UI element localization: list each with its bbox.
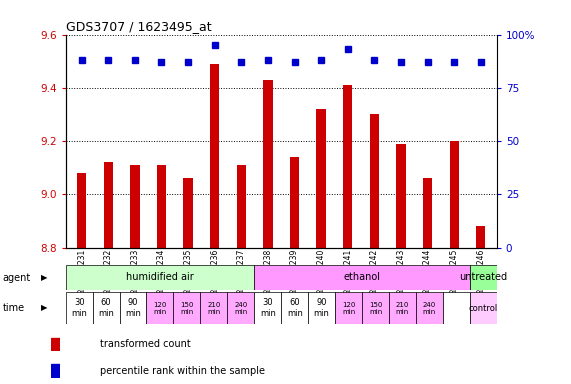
Bar (227, 292, 254, 324)
Bar (343, 85, 352, 248)
Text: humidified air: humidified air (126, 272, 194, 283)
Bar (51, 338, 60, 350)
Bar (308, 292, 335, 324)
Bar (130, 165, 139, 248)
Text: 240
min: 240 min (234, 302, 247, 314)
Bar (183, 179, 193, 248)
Bar (66, 265, 254, 290)
Bar (254, 292, 281, 324)
Bar (77, 173, 86, 248)
Text: 60
min: 60 min (287, 298, 303, 318)
Text: 210
min: 210 min (207, 302, 220, 314)
Bar (281, 292, 308, 324)
Text: ▶: ▶ (41, 273, 47, 282)
Bar (147, 292, 174, 324)
Text: 150
min: 150 min (369, 302, 382, 314)
Text: control: control (469, 304, 498, 313)
Bar (236, 165, 246, 248)
Bar (51, 364, 60, 377)
Bar (416, 292, 443, 324)
Bar (335, 292, 362, 324)
Bar (200, 292, 227, 324)
Bar (423, 179, 432, 248)
Bar (119, 292, 147, 324)
Bar (290, 157, 299, 248)
Text: time: time (3, 303, 25, 313)
Text: 210
min: 210 min (396, 302, 409, 314)
Text: 90
min: 90 min (125, 298, 141, 318)
Text: 120
min: 120 min (342, 302, 355, 314)
Text: untreated: untreated (459, 272, 508, 283)
Bar (174, 292, 200, 324)
Bar (470, 292, 497, 324)
Text: ethanol: ethanol (344, 272, 380, 283)
Bar (362, 292, 389, 324)
Text: 60
min: 60 min (98, 298, 114, 318)
Bar (369, 114, 379, 248)
Text: percentile rank within the sample: percentile rank within the sample (100, 366, 265, 376)
Text: 120
min: 120 min (153, 302, 167, 314)
Bar (263, 80, 272, 248)
Text: GDS3707 / 1623495_at: GDS3707 / 1623495_at (66, 20, 211, 33)
Bar (470, 265, 497, 290)
Bar (157, 165, 166, 248)
Text: ▶: ▶ (41, 303, 47, 313)
Text: 240
min: 240 min (423, 302, 436, 314)
Text: 150
min: 150 min (180, 302, 194, 314)
Bar (103, 162, 113, 248)
Bar (476, 226, 485, 248)
Bar (443, 292, 470, 324)
Text: 90
min: 90 min (313, 298, 329, 318)
Bar (210, 64, 219, 248)
Bar (66, 292, 93, 324)
Text: 30
min: 30 min (71, 298, 87, 318)
Bar (316, 109, 326, 248)
Bar (449, 141, 459, 248)
Text: 30
min: 30 min (260, 298, 276, 318)
Bar (254, 265, 470, 290)
Text: transformed count: transformed count (100, 339, 191, 349)
Bar (389, 292, 416, 324)
Bar (396, 144, 405, 248)
Bar (93, 292, 119, 324)
Text: agent: agent (3, 273, 31, 283)
